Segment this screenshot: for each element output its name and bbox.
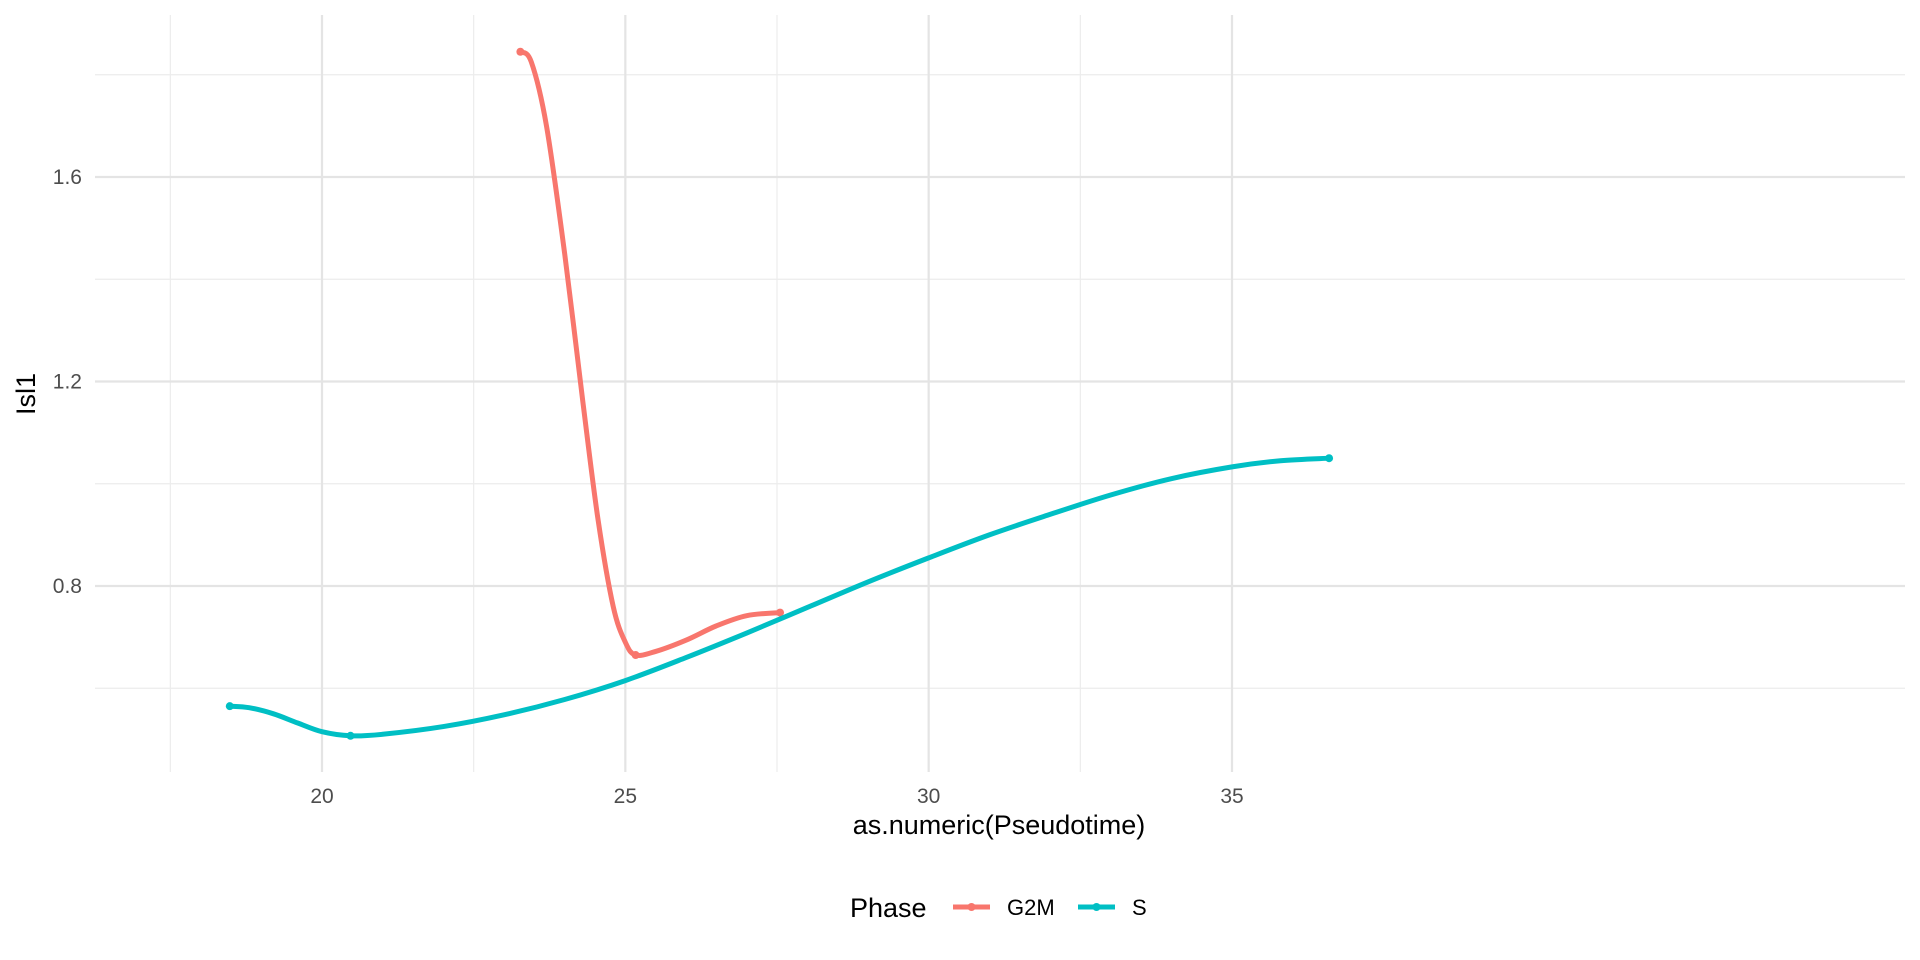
series-line-s: [227, 455, 1332, 739]
series-line-g2m: [517, 49, 783, 658]
series-g2m: [516, 47, 785, 660]
series-layer: [225, 47, 1334, 740]
x-tick-label: 20: [310, 785, 333, 808]
x-tick-label: 30: [917, 785, 940, 808]
y-tick-label: 0.8: [53, 575, 82, 598]
legend: Phase G2M S: [850, 893, 1147, 923]
y-tick-label: 1.2: [53, 371, 82, 394]
legend-item-g2m: G2M: [953, 895, 1055, 920]
data-point-s: [225, 702, 234, 711]
x-axis-title: as.numeric(Pseudotime): [853, 810, 1146, 840]
legend-item-s: S: [1078, 895, 1147, 920]
major-gridlines: [95, 15, 1905, 772]
x-axis-tick-labels: 20 25 30 35: [310, 785, 1243, 808]
x-tick-label: 35: [1220, 785, 1243, 808]
data-point-g2m: [516, 47, 525, 56]
legend-label-g2m: G2M: [1007, 895, 1055, 920]
legend-title: Phase: [850, 893, 927, 923]
legend-key-point-s: [1092, 903, 1101, 911]
series-s: [225, 454, 1334, 740]
y-axis-tick-labels: 0.8 1.2 1.6: [53, 166, 82, 598]
x-tick-label: 25: [614, 785, 637, 808]
data-point-g2m: [631, 651, 640, 660]
data-point-g2m: [776, 608, 785, 617]
legend-label-s: S: [1132, 895, 1147, 920]
y-axis-title: Isl1: [11, 373, 41, 415]
y-tick-label: 1.6: [53, 166, 82, 189]
legend-key-point-g2m: [967, 903, 976, 911]
minor-gridlines: [95, 15, 1905, 772]
data-point-s: [346, 731, 355, 740]
data-point-s: [1325, 454, 1334, 463]
